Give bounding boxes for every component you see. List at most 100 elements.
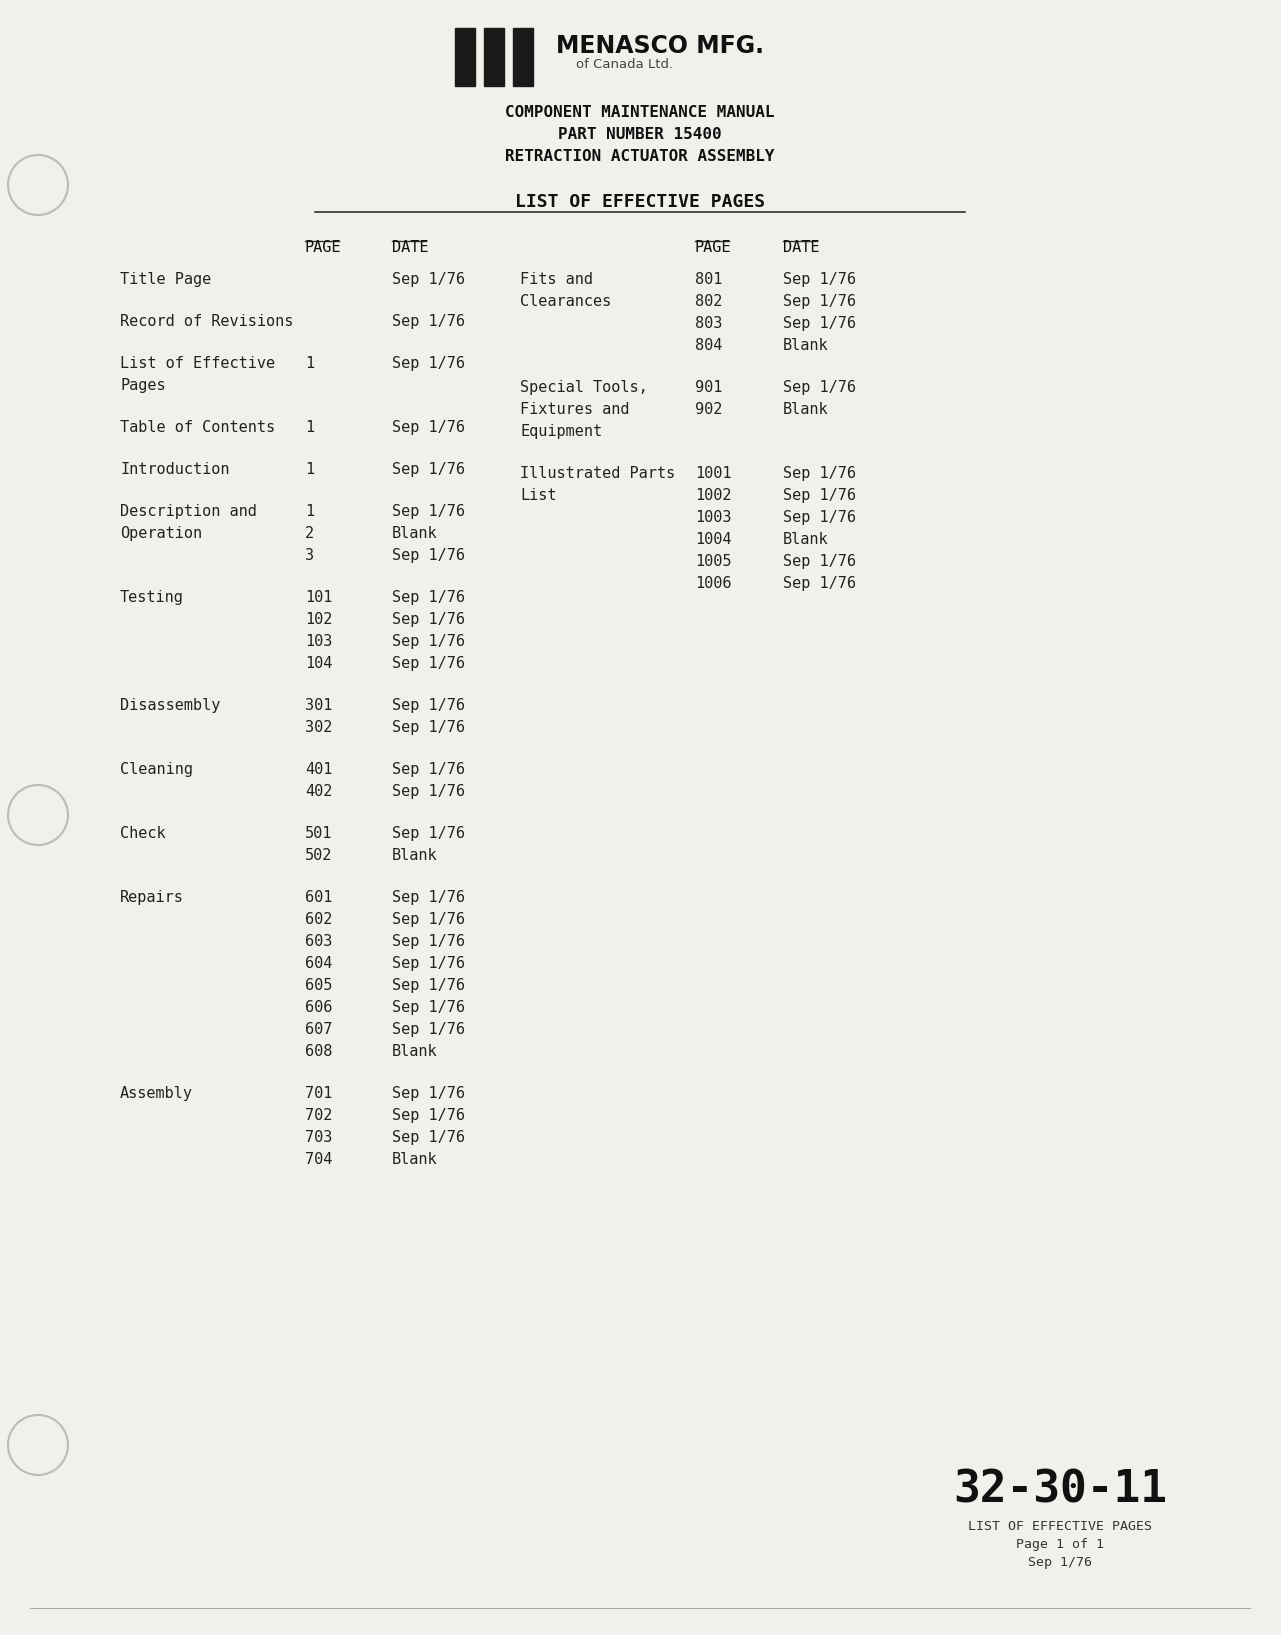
Text: PART NUMBER 15400: PART NUMBER 15400 [559,128,721,142]
Text: Sep 1/76: Sep 1/76 [392,314,465,329]
Text: Blank: Blank [392,849,438,863]
Text: Pages: Pages [120,378,165,392]
Text: Sep 1/76: Sep 1/76 [392,762,465,777]
Text: Sep 1/76: Sep 1/76 [392,463,465,477]
Bar [484,28,503,87]
Text: Sep 1/76: Sep 1/76 [392,1001,465,1015]
Text: Sep 1/76: Sep 1/76 [392,271,465,288]
Text: 3: 3 [305,548,314,562]
Text: Sep 1/76: Sep 1/76 [392,1130,465,1144]
Text: Sep 1/76: Sep 1/76 [783,487,856,504]
Text: Sep 1/76: Sep 1/76 [392,719,465,736]
Text: Introduction: Introduction [120,463,229,477]
Text: 1003: 1003 [696,510,731,525]
Text: List: List [520,487,556,504]
Text: COMPONENT MAINTENANCE MANUAL: COMPONENT MAINTENANCE MANUAL [505,105,775,119]
Text: 801: 801 [696,271,722,288]
Text: 902: 902 [696,402,722,417]
Text: Sep 1/76: Sep 1/76 [1027,1557,1091,1570]
Text: Testing: Testing [120,590,184,605]
Text: 1: 1 [305,504,314,518]
Text: Sep 1/76: Sep 1/76 [783,466,856,481]
Text: 703: 703 [305,1130,332,1144]
Text: 1004: 1004 [696,531,731,548]
Text: Record of Revisions: Record of Revisions [120,314,293,329]
Text: 1: 1 [305,420,314,435]
Text: Description and: Description and [120,504,257,518]
Text: Special Tools,: Special Tools, [520,379,648,396]
Text: 601: 601 [305,889,332,906]
Text: Sep 1/76: Sep 1/76 [392,504,465,518]
Text: Fixtures and: Fixtures and [520,402,629,417]
Text: Clearances: Clearances [520,294,611,309]
Text: 608: 608 [305,1045,332,1059]
Text: Sep 1/76: Sep 1/76 [783,294,856,309]
Text: Blank: Blank [392,526,438,541]
Text: Page 1 of 1: Page 1 of 1 [1016,1539,1104,1552]
Text: DATE: DATE [783,240,820,255]
Text: Blank: Blank [783,402,829,417]
Text: MENASCO MFG.: MENASCO MFG. [556,34,763,57]
Text: Table of Contents: Table of Contents [120,420,275,435]
Text: Assembly: Assembly [120,1086,193,1100]
Text: Sep 1/76: Sep 1/76 [392,590,465,605]
Text: Sep 1/76: Sep 1/76 [783,576,856,590]
Text: 501: 501 [305,826,332,840]
Text: Sep 1/76: Sep 1/76 [392,785,465,800]
Text: 302: 302 [305,719,332,736]
Text: Sep 1/76: Sep 1/76 [392,656,465,670]
Text: 1001: 1001 [696,466,731,481]
Text: DATE: DATE [392,240,429,255]
Text: Sep 1/76: Sep 1/76 [783,554,856,569]
Text: 102: 102 [305,611,332,626]
Text: Sep 1/76: Sep 1/76 [783,271,856,288]
Text: Sep 1/76: Sep 1/76 [392,1109,465,1123]
Text: Disassembly: Disassembly [120,698,220,713]
Text: 1: 1 [305,463,314,477]
Text: Blank: Blank [783,531,829,548]
Text: PAGE: PAGE [305,240,342,255]
Text: of Canada Ltd.: of Canada Ltd. [576,57,673,70]
Text: 605: 605 [305,978,332,992]
Text: Sep 1/76: Sep 1/76 [392,1022,465,1037]
Text: PAGE: PAGE [696,240,731,255]
Text: Fits and: Fits and [520,271,593,288]
Text: Sep 1/76: Sep 1/76 [392,634,465,649]
Text: Sep 1/76: Sep 1/76 [392,356,465,371]
Text: Sep 1/76: Sep 1/76 [783,379,856,396]
Text: 704: 704 [305,1153,332,1167]
Text: Sep 1/76: Sep 1/76 [783,510,856,525]
Text: 604: 604 [305,956,332,971]
Text: Operation: Operation [120,526,202,541]
Text: Sep 1/76: Sep 1/76 [392,889,465,906]
Text: Check: Check [120,826,165,840]
Text: Sep 1/76: Sep 1/76 [392,912,465,927]
Text: 803: 803 [696,316,722,330]
Text: Blank: Blank [392,1153,438,1167]
Text: Sep 1/76: Sep 1/76 [392,1086,465,1100]
Text: 104: 104 [305,656,332,670]
Text: Sep 1/76: Sep 1/76 [392,420,465,435]
Text: Sep 1/76: Sep 1/76 [392,934,465,948]
Text: Sep 1/76: Sep 1/76 [392,956,465,971]
Text: 103: 103 [305,634,332,649]
Text: 1005: 1005 [696,554,731,569]
Text: RETRACTION ACTUATOR ASSEMBLY: RETRACTION ACTUATOR ASSEMBLY [505,149,775,164]
Text: 607: 607 [305,1022,332,1037]
Text: 101: 101 [305,590,332,605]
Text: 804: 804 [696,338,722,353]
Text: 2: 2 [305,526,314,541]
Text: 401: 401 [305,762,332,777]
Text: Blank: Blank [783,338,829,353]
Text: 1002: 1002 [696,487,731,504]
Text: Sep 1/76: Sep 1/76 [392,698,465,713]
Text: 1006: 1006 [696,576,731,590]
Text: Cleaning: Cleaning [120,762,193,777]
Text: Sep 1/76: Sep 1/76 [392,548,465,562]
Bar [512,28,533,87]
Text: Equipment: Equipment [520,423,602,440]
Text: Sep 1/76: Sep 1/76 [392,978,465,992]
Text: Sep 1/76: Sep 1/76 [783,316,856,330]
Text: Sep 1/76: Sep 1/76 [392,611,465,626]
Text: LIST OF EFFECTIVE PAGES: LIST OF EFFECTIVE PAGES [968,1521,1152,1534]
